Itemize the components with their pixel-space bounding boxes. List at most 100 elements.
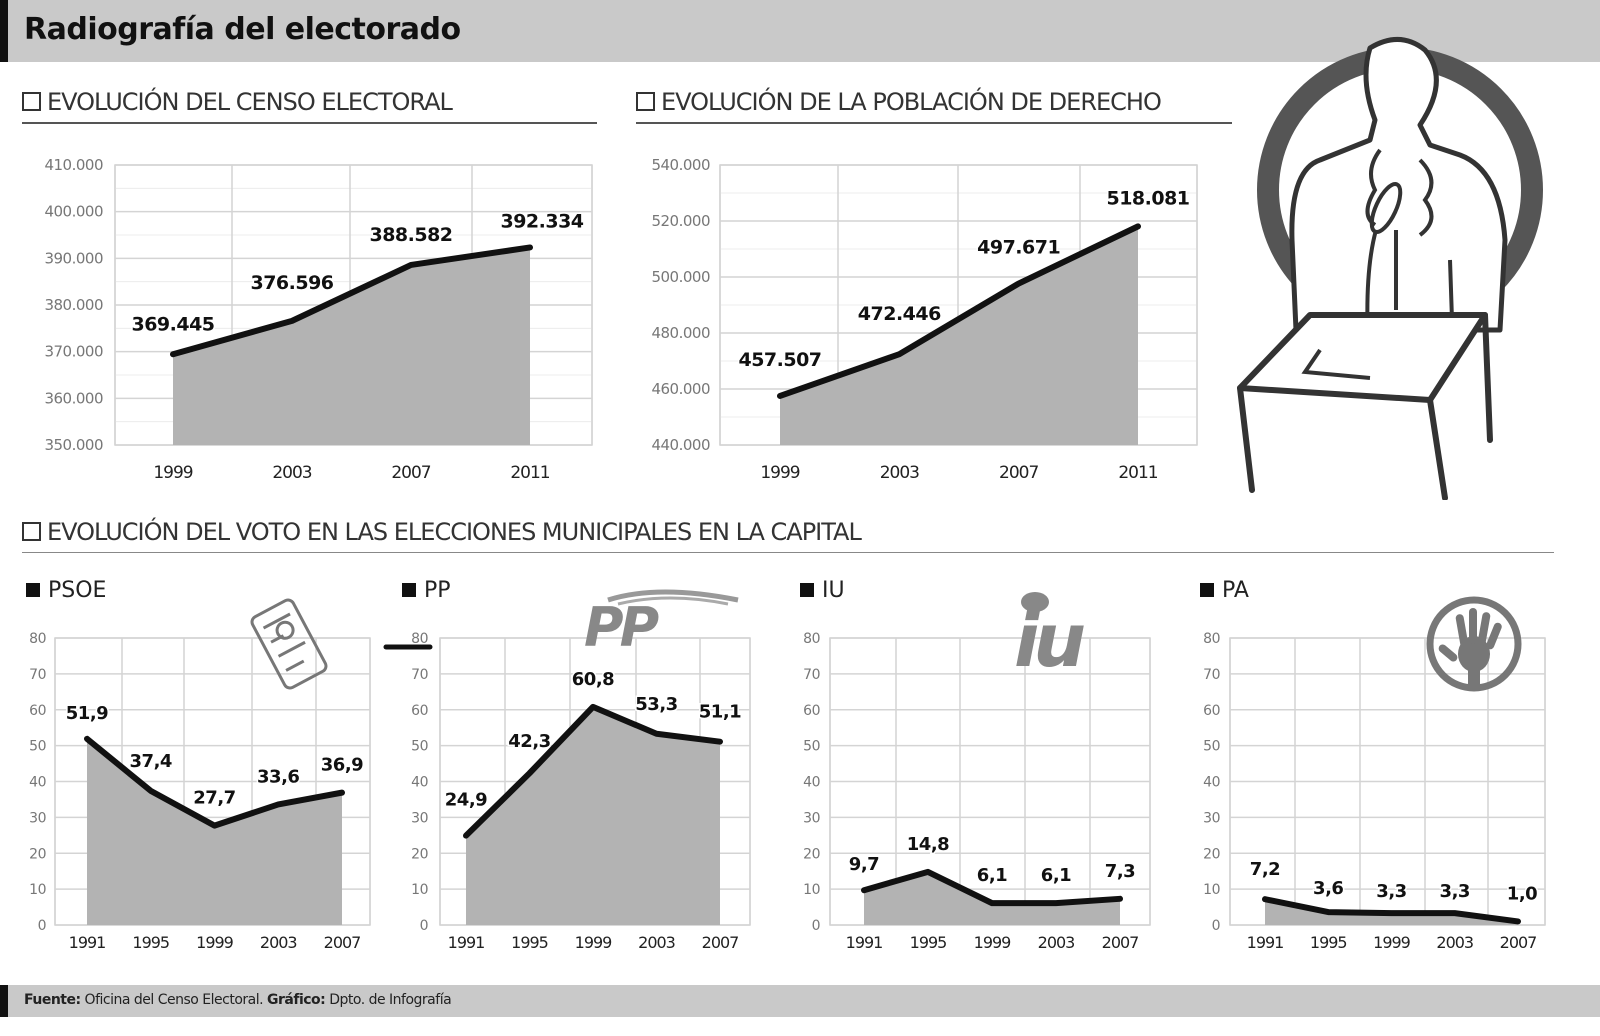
data-line	[170, 244, 533, 358]
data-value-label: 14,8	[907, 834, 949, 855]
y-tick-label: 60	[803, 703, 820, 719]
chart-iu: 80 70 60 50 40 30 20 10 0 9,7 14,8 6,1 6,1 7,3 1991 199…	[803, 631, 1151, 952]
data-value-label: 33,6	[257, 766, 299, 787]
area-fill	[466, 706, 720, 925]
y-tick-label: 30	[411, 810, 428, 826]
chart-poblacion: 540.000 520.000 500.000 480.000 460.000 440.0…	[651, 156, 1198, 483]
party-label-psoe: PSOE	[26, 578, 106, 603]
legend-square-icon	[800, 583, 814, 597]
x-tick-label: 2007	[702, 933, 739, 952]
data-value-label: 497.671	[977, 237, 1060, 259]
y-tick-label: 40	[1203, 775, 1220, 791]
checkbox-square-icon	[22, 92, 41, 111]
x-tick-label: 2007	[999, 463, 1038, 483]
data-value-label: 60,8	[572, 669, 614, 690]
x-tick-label: 1999	[575, 933, 613, 952]
x-tick-label: 1999	[974, 933, 1012, 952]
party-label-pa: PA	[1200, 578, 1249, 603]
footer-credits: Fuente: Oficina del Censo Electoral. Grá…	[24, 992, 452, 1008]
footer-graphic-label: Gráfico:	[267, 992, 326, 1008]
y-tick-label: 50	[803, 739, 820, 755]
y-tick-label: 50	[1203, 739, 1220, 755]
y-tick-label: 50	[29, 739, 46, 755]
footer-graphic-value: Dpto. de Infografía	[329, 992, 452, 1008]
x-tick-label: 1995	[132, 933, 169, 952]
x-tick-label: 2007	[324, 933, 361, 952]
y-tick-label: 60	[411, 703, 428, 719]
data-value-label: 51,9	[66, 703, 108, 724]
data-value-label: 3,6	[1313, 878, 1343, 899]
y-tick-label: 440.000	[651, 436, 710, 454]
legend-square-icon	[26, 583, 40, 597]
section-title-censo-text: EVOLUCIÓN DEL CENSO ELECTORAL	[47, 88, 453, 116]
data-value-label: 7,3	[1105, 861, 1135, 882]
data-value-label: 457.507	[738, 349, 821, 371]
data-value-label: 24,9	[445, 790, 487, 811]
data-line	[1262, 896, 1521, 925]
data-value-label: 392.334	[500, 210, 583, 232]
area-fill	[780, 226, 1138, 445]
y-tick-label: 80	[1203, 631, 1220, 647]
y-tick-label: 20	[29, 846, 46, 862]
y-tick-label: 20	[1203, 846, 1220, 862]
data-value-label: 376.596	[250, 272, 333, 294]
section-rule-poblacion	[636, 122, 1232, 124]
data-value-label: 3,3	[1440, 881, 1470, 902]
data-value-label: 6,1	[1041, 865, 1071, 886]
x-tick-label: 1999	[760, 463, 799, 483]
y-tick-label: 380.000	[44, 296, 103, 314]
y-tick-label: 30	[803, 810, 820, 826]
data-value-label: 369.445	[131, 313, 214, 335]
chart-psoe: 80 70 60 50 40 30 20 10 0 51,9 37,4 27,7 33,6 36,9 199…	[29, 631, 371, 952]
party-name: PSOE	[48, 578, 107, 603]
section-title-voto: EVOLUCIÓN DEL VOTO EN LAS ELECCIONES MUN…	[22, 518, 862, 546]
area-fill	[173, 247, 530, 445]
data-value-label: 37,4	[130, 751, 172, 772]
section-title-poblacion: EVOLUCIÓN DE LA POBLACIÓN DE DERECHO	[636, 88, 1162, 116]
y-tick-label: 480.000	[651, 324, 710, 342]
x-tick-label: 1999	[1373, 933, 1411, 952]
area-fill	[1265, 899, 1518, 925]
x-tick-label: 2003	[260, 933, 297, 952]
data-value-label: 6,1	[977, 865, 1007, 886]
y-tick-label: 0	[812, 918, 820, 934]
y-tick-label: 70	[411, 667, 428, 683]
x-tick-label: 2003	[1436, 933, 1473, 952]
section-title-voto-text: EVOLUCIÓN DEL VOTO EN LAS ELECCIONES MUN…	[47, 518, 862, 546]
page-title: Radiografía del electorado	[24, 12, 461, 47]
header-bar	[0, 0, 1600, 62]
x-tick-label: 1991	[69, 933, 106, 952]
y-tick-label: 60	[29, 703, 46, 719]
x-tick-label: 2011	[1118, 463, 1157, 483]
psoe-logo-icon	[250, 598, 328, 690]
y-tick-label: 80	[803, 631, 820, 647]
data-value-label: 27,7	[193, 788, 235, 809]
y-tick-label: 20	[411, 846, 428, 862]
party-label-pp: PP	[402, 578, 451, 603]
section-title-poblacion-text: EVOLUCIÓN DE LA POBLACIÓN DE DERECHO	[661, 88, 1162, 116]
section-rule-voto	[22, 552, 1554, 553]
header-accent-stripe	[0, 0, 8, 62]
data-value-label: 7,2	[1250, 859, 1280, 880]
checkbox-square-icon	[22, 522, 41, 541]
footer-accent-stripe	[0, 985, 8, 1017]
y-tick-label: 10	[803, 882, 820, 898]
pa-logo-icon	[1426, 596, 1522, 692]
y-tick-label: 0	[38, 918, 46, 934]
x-tick-label: 2007	[1500, 933, 1537, 952]
y-tick-label: 370.000	[44, 343, 103, 361]
x-tick-label: 1991	[846, 933, 883, 952]
footer-source-label: Fuente:	[24, 992, 81, 1008]
x-tick-label: 1991	[448, 933, 485, 952]
y-tick-label: 400.000	[44, 203, 103, 221]
y-tick-label: 10	[29, 882, 46, 898]
section-rule-censo	[22, 122, 597, 124]
y-tick-label: 0	[1212, 918, 1220, 934]
x-tick-label: 2003	[1038, 933, 1075, 952]
x-tick-label: 2011	[510, 463, 549, 483]
y-tick-label: 30	[29, 810, 46, 826]
data-line	[777, 223, 1141, 399]
chart-pp: 80 70 60 50 40 30 20 10 0 24,9 42,3 60,8 53,3 51,1 199…	[411, 631, 751, 952]
y-tick-label: 410.000	[44, 156, 103, 174]
